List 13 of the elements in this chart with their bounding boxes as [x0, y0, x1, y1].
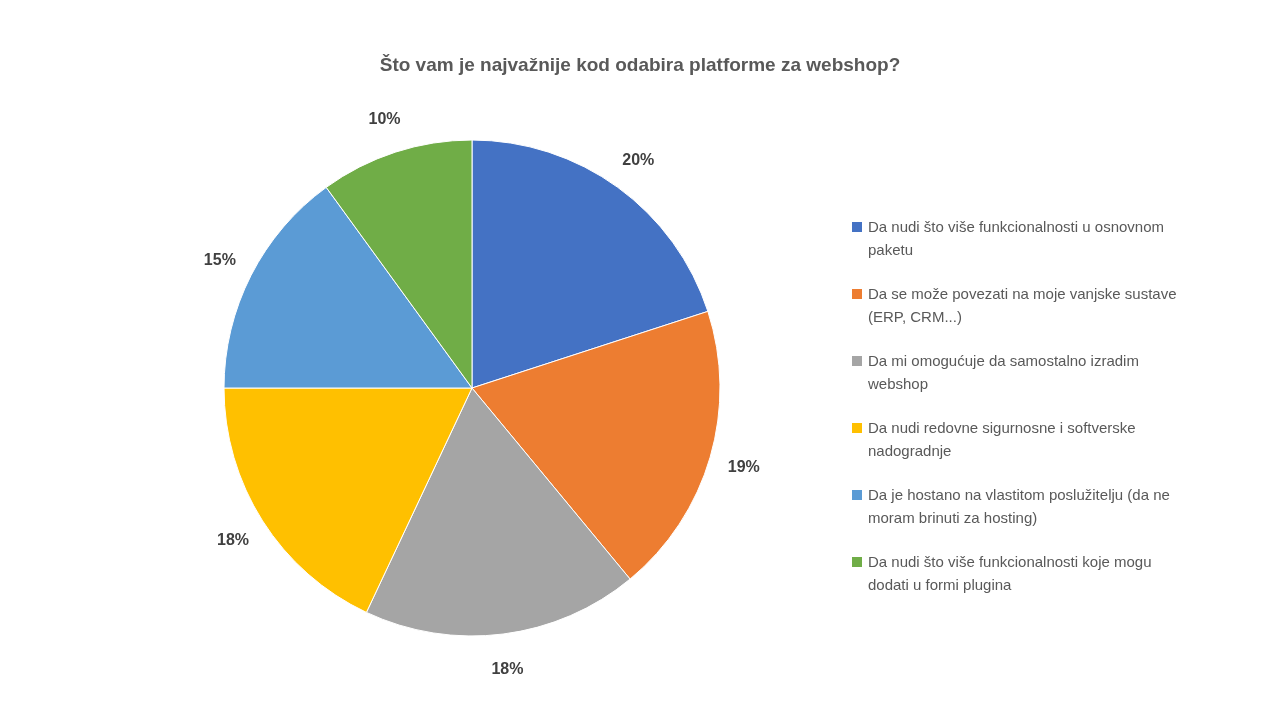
data-label: 15% [203, 251, 236, 269]
legend-label: Da mi omogućuje da samostalno izradim webshop [868, 351, 1140, 394]
legend-label: Da nudi redovne sigurnosne i softverske nadogradnje [868, 418, 1137, 461]
legend-label: Da je hostano na vlastitom poslužitelju (da ne moram brinuti za hosting) [868, 485, 1171, 528]
data-label: 19% [727, 458, 760, 476]
data-label: 20% [622, 150, 655, 168]
chart-title: Što vam je najvažnije kod odabira platforme za webshop? [378, 54, 902, 76]
legend-label: Da se može povezati na moje vanjske sustave (ERP, CRM...) [868, 284, 1178, 327]
legend-label: Da nudi što više funkcionalnosti koje mogu dodati u formi plugina [868, 552, 1153, 595]
data-label: 10% [368, 110, 401, 128]
data-label: 18% [491, 660, 524, 678]
data-label: 18% [217, 531, 250, 549]
legend-label: Da nudi što više funkcionalnosti u osnovnom paketu [868, 217, 1165, 260]
